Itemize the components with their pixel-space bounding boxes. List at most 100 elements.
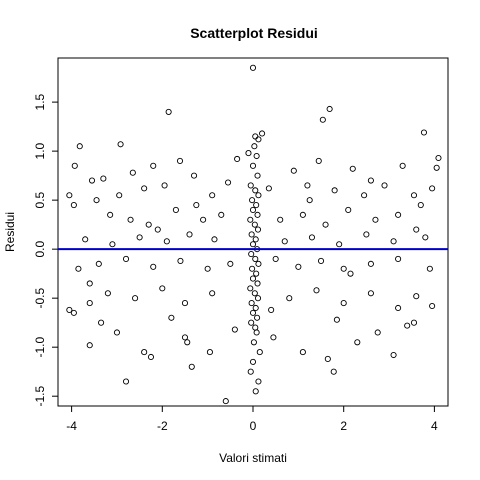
data-point [363,231,370,238]
scatter-points [66,64,442,405]
data-point [181,334,189,341]
x-tick-label: -2 [157,419,168,433]
data-point [136,234,143,241]
data-point [367,290,374,297]
data-point [248,300,255,307]
data-point [347,270,354,277]
data-point [265,185,272,192]
data-point [88,177,96,184]
y-axis: -1.5 -1.0 -0.5 0.0 0.5 1.0 1.5 [33,93,58,407]
data-point [249,197,256,204]
data-point [290,167,297,174]
data-point [270,334,277,341]
data-point [117,141,124,148]
data-point [324,355,331,362]
data-point [420,129,428,136]
data-point [330,368,337,375]
data-point [86,300,93,307]
data-point [204,265,211,272]
data-point [145,221,152,228]
data-point [395,304,402,312]
data-point [404,322,411,329]
data-point [154,226,161,233]
data-point [252,133,259,140]
data-point [147,353,155,361]
data-point [417,201,424,209]
data-point [435,154,442,162]
data-point [107,211,114,218]
data-point [254,172,261,179]
y-tick-label: -0.5 [33,288,47,309]
data-point [249,358,257,365]
data-point [253,201,260,209]
data-point [248,251,255,258]
x-tick-label: -4 [66,419,77,433]
data-point [249,241,257,248]
data-point [395,255,402,263]
data-point [109,241,116,248]
data-point [86,280,93,287]
data-point [253,329,260,336]
data-point [333,316,340,323]
data-point [247,285,254,292]
data-point [304,182,311,189]
data-point [252,304,259,312]
data-point [422,234,429,241]
data-point [413,293,420,300]
data-point [165,108,172,115]
data-point [331,187,338,194]
data-point [176,157,184,164]
data-point [253,270,260,277]
data-point [272,255,279,263]
data-point [286,295,293,302]
data-point [429,185,436,192]
data-point [317,257,325,264]
data-point [104,290,111,297]
data-point [345,206,352,213]
data-point [255,260,262,267]
data-point [354,339,361,346]
data-point [71,162,78,169]
data-point [209,192,216,199]
data-point [429,302,436,310]
data-point [306,197,313,204]
data-point [177,257,184,264]
data-point [249,206,257,213]
data-point [82,236,89,243]
data-point [340,265,347,272]
data-point [361,192,368,199]
y-tick-label: 0.0 [33,240,47,257]
data-point [247,368,254,375]
data-point [66,306,73,313]
data-point [188,363,195,370]
data-point [367,177,374,184]
y-tick-label: 1.0 [33,142,47,159]
data-point [122,255,130,263]
data-point [200,216,207,223]
data-point [209,290,216,297]
data-point [349,165,356,172]
data-point [252,187,259,194]
data-point [259,130,266,137]
data-point [252,324,259,331]
x-axis-label: Valori stimati [219,451,287,465]
data-point [75,265,82,272]
data-point [150,263,157,270]
x-axis: -4 -2 0 2 4 [66,406,438,433]
data-point [93,197,100,204]
data-point [70,201,77,209]
data-point [281,238,288,245]
data-point [247,182,254,189]
data-point [254,314,261,321]
data-point [326,105,333,113]
data-point [218,211,225,218]
data-point [249,265,256,272]
data-point [251,143,258,150]
data-point [249,309,257,316]
data-point [222,398,229,405]
data-point [168,314,175,321]
data-point [253,152,260,160]
data-point [127,216,134,223]
data-point [399,162,406,169]
